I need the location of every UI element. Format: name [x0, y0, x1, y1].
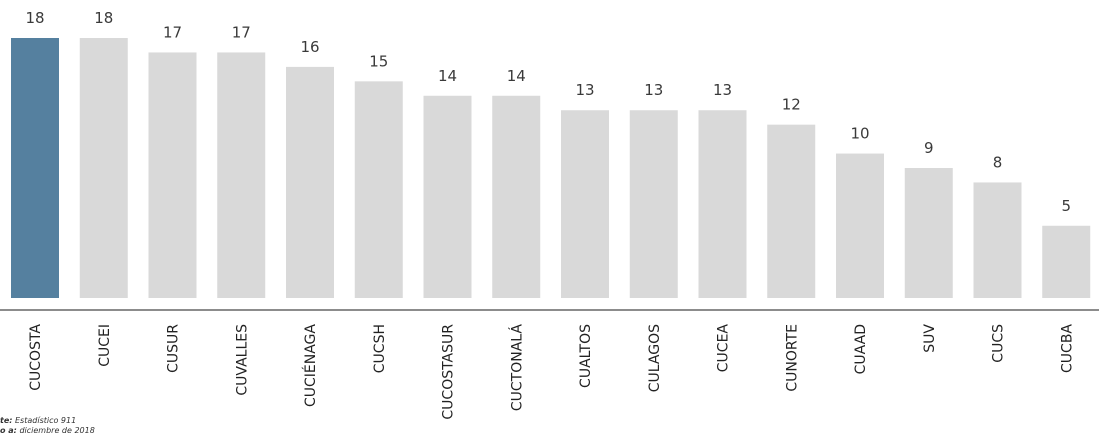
category-label: CUCEI — [97, 324, 113, 367]
category-label: CUCOSTA — [28, 324, 44, 391]
bar-cucs — [973, 182, 1022, 298]
category-label: CUCOSTASUR — [441, 324, 457, 420]
value-label: 18 — [94, 9, 113, 27]
value-label: 18 — [25, 9, 44, 27]
bar-cuciénaga — [286, 66, 334, 298]
bar-cucsh — [354, 81, 403, 298]
bar-cunorte — [767, 124, 816, 299]
value-label: 14 — [507, 67, 526, 85]
value-label: 17 — [163, 23, 182, 41]
value-label: 10 — [850, 125, 869, 143]
bar-suv — [904, 168, 953, 298]
category-label: CUCBA — [1059, 324, 1075, 373]
value-label: 12 — [782, 96, 801, 114]
category-label: CUCTONALÁ — [508, 324, 525, 412]
value-label: 15 — [369, 52, 388, 70]
labels-layer: 18 CUCOSTA 18 CUCEI 17 CUSUR 17 CUVALLES 16 CUCIÉ… — [25, 9, 1075, 420]
bar-cualtos — [561, 110, 609, 298]
category-label: CUCIÉNAGA — [302, 324, 319, 407]
date-note: o a: diciembre de 2018 — [0, 426, 95, 435]
value-label: 13 — [575, 81, 594, 99]
bar-culagos — [629, 110, 678, 298]
date-value: diciembre de 2018 — [19, 426, 95, 435]
value-label: 9 — [924, 139, 934, 157]
bar-cucba — [1042, 225, 1091, 298]
category-label: CUCS — [991, 324, 1007, 363]
bar-cucei — [79, 38, 128, 298]
value-label: 16 — [300, 38, 319, 56]
date-label: o a: — [0, 426, 17, 435]
category-label: CUCEA — [716, 324, 732, 373]
category-label: CUALTOS — [578, 324, 594, 388]
value-label: 17 — [232, 23, 251, 41]
bar-cusur — [148, 52, 197, 298]
bar-cuaad — [836, 153, 884, 298]
bar-cuvalles — [217, 52, 266, 298]
bar-cucosta — [11, 38, 59, 298]
value-label: 14 — [438, 67, 457, 85]
category-label: CUNORTE — [784, 324, 800, 392]
category-label: CUSUR — [166, 324, 182, 373]
bar-cucostasur — [423, 95, 472, 299]
category-label: SUV — [922, 324, 938, 353]
category-label: CUAAD — [853, 324, 869, 374]
bar-cuctonalá — [492, 95, 541, 299]
value-label: 5 — [1061, 197, 1071, 215]
category-label: CULAGOS — [647, 324, 663, 392]
category-label: CUCSH — [372, 324, 388, 373]
value-label: 8 — [993, 153, 1003, 171]
bar-cucea — [698, 110, 747, 298]
category-label: CUVALLES — [234, 324, 250, 396]
bars-layer — [11, 38, 1091, 299]
source-note: te: Estadístico 911 — [0, 416, 76, 425]
value-label: 13 — [644, 81, 663, 99]
value-label: 13 — [713, 81, 732, 99]
source-label: te: — [0, 416, 13, 425]
source-value: Estadístico 911 — [15, 416, 77, 425]
